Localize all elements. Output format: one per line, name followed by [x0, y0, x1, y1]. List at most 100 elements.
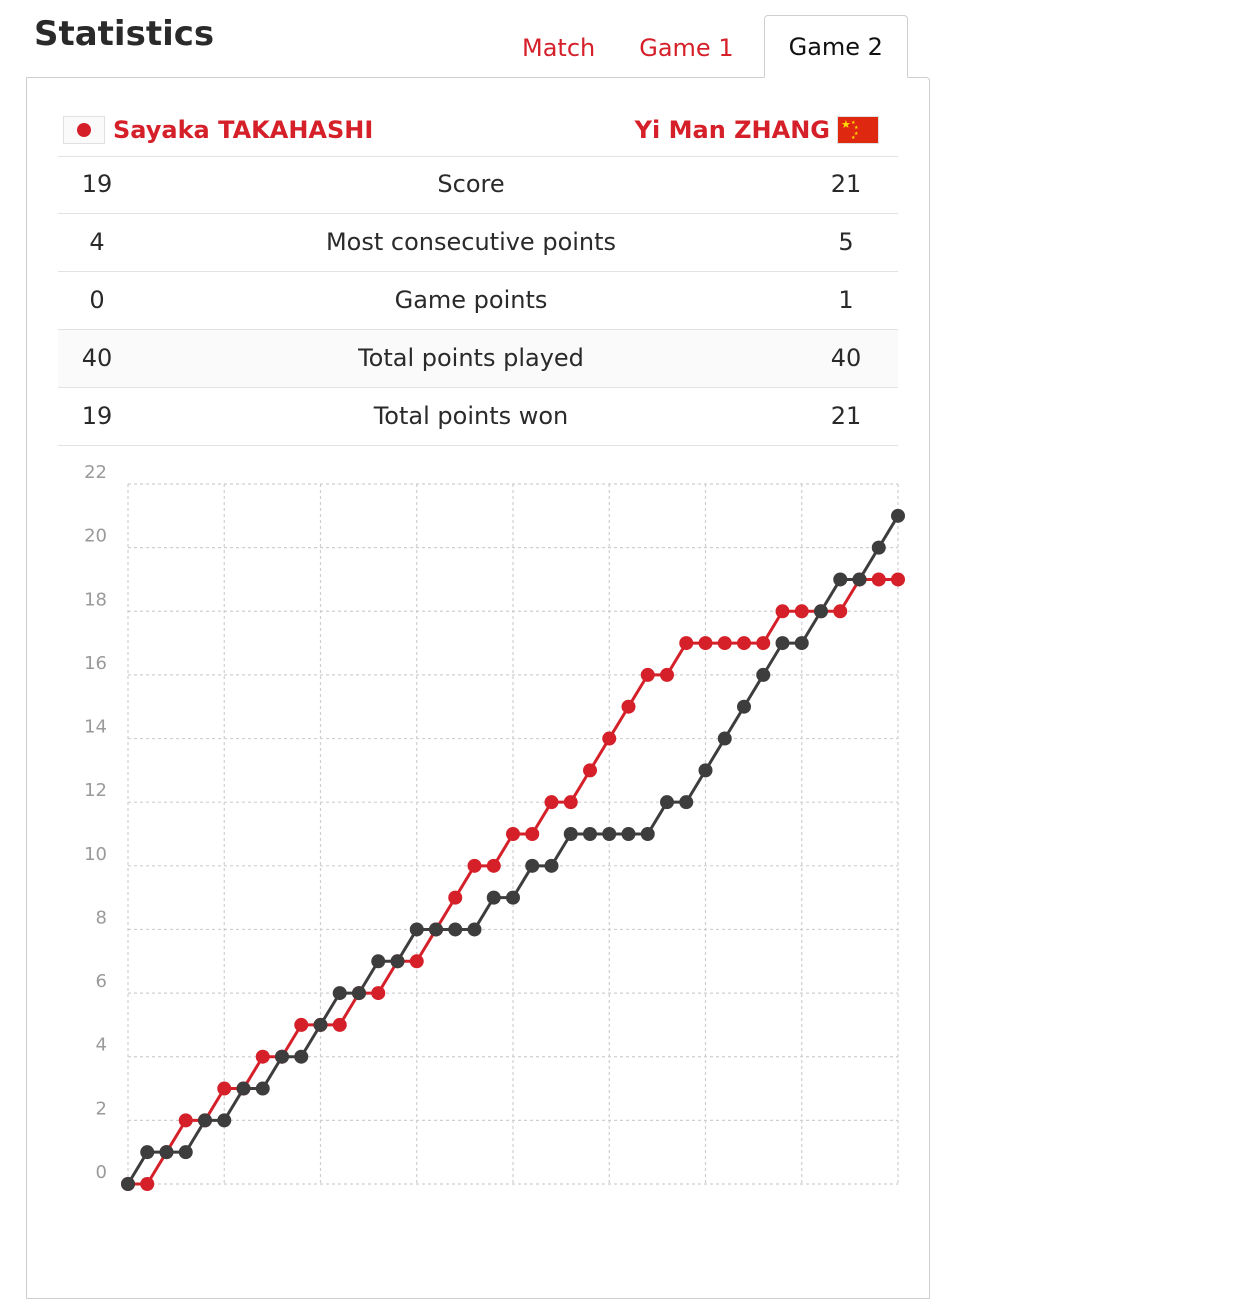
data-point [371, 954, 386, 969]
y-tick-label: 20 [84, 526, 107, 547]
data-point [621, 699, 636, 714]
data-point [563, 827, 578, 841]
data-point [409, 954, 424, 969]
data-point [217, 1113, 232, 1128]
stats-table: 19 Score 21 4 Most consecutive points 5 … [58, 156, 898, 446]
page-title: Statistics [34, 14, 215, 54]
data-point [352, 986, 366, 1001]
japan-flag-icon [64, 117, 104, 143]
data-point [814, 604, 828, 619]
data-point [178, 1145, 193, 1160]
data-point [737, 699, 751, 714]
data-point [544, 795, 559, 810]
data-point [371, 986, 386, 1001]
data-point [178, 1113, 193, 1128]
data-point [833, 604, 848, 619]
data-point [737, 636, 751, 651]
y-tick-label: 18 [84, 589, 107, 610]
y-tick-label: 10 [84, 844, 107, 865]
data-point [852, 572, 867, 587]
stat-left-value: 4 [89, 228, 105, 256]
stat-row-score: 19 Score 21 [58, 156, 898, 214]
data-point [621, 827, 636, 841]
data-point [409, 922, 424, 937]
stat-right-value: 40 [830, 344, 862, 372]
data-point [891, 572, 905, 587]
data-point [563, 795, 578, 810]
data-point [140, 1145, 155, 1160]
data-point [467, 922, 482, 937]
data-point [332, 1017, 347, 1032]
data-point [198, 1113, 212, 1128]
data-point [140, 1177, 155, 1191]
stat-left-value: 0 [89, 286, 105, 314]
statistics-panel [26, 77, 930, 1299]
data-point [794, 636, 809, 651]
data-point [602, 731, 617, 746]
tab-game-1[interactable]: Game 1 [639, 34, 734, 62]
stat-label: Total points won [373, 402, 569, 430]
y-tick-label: 22 [84, 462, 107, 483]
data-point [390, 954, 405, 969]
player-left[interactable]: Sayaka TAKAHASHI [64, 116, 373, 144]
data-point [525, 827, 540, 841]
y-tick-label: 14 [84, 717, 107, 738]
stat-right-value: 21 [830, 402, 862, 430]
data-point [583, 763, 597, 778]
data-point [891, 508, 905, 523]
stat-right-value: 5 [838, 228, 854, 256]
data-point [332, 986, 347, 1001]
stat-label: Most consecutive points [325, 228, 617, 256]
data-point [275, 1049, 289, 1064]
stat-label: Game points [394, 286, 548, 314]
data-point [640, 827, 655, 841]
stat-right-value: 21 [830, 170, 862, 198]
stat-row-game-points: 0 Game points 1 [58, 272, 898, 330]
stat-row-most-consecutive: 4 Most consecutive points 5 [58, 214, 898, 272]
china-flag-icon: ★ ★ ★ ★ ★ [838, 117, 878, 143]
data-point [640, 667, 655, 682]
data-point [448, 922, 463, 937]
y-tick-label: 8 [96, 907, 107, 928]
data-point [429, 922, 443, 937]
stat-left-value: 40 [81, 344, 113, 372]
y-tick-label: 0 [96, 1162, 107, 1183]
data-point [871, 540, 886, 555]
data-point [583, 827, 597, 841]
data-point [217, 1081, 232, 1096]
player-right[interactable]: Yi Man ZHANG ★ ★ ★ ★ ★ [635, 116, 878, 144]
player-left-name: Sayaka TAKAHASHI [113, 116, 374, 144]
stat-right-value: 1 [838, 286, 854, 314]
data-point [255, 1081, 270, 1096]
stat-left-value: 19 [81, 170, 113, 198]
data-point [121, 1177, 135, 1191]
stat-row-total-played: 40 Total points played 40 [58, 330, 898, 388]
data-point [717, 731, 732, 746]
data-point [467, 858, 482, 873]
data-point [717, 636, 732, 651]
data-point [159, 1145, 174, 1160]
data-point [294, 1017, 309, 1032]
data-point [660, 667, 674, 682]
player-right-name: Yi Man ZHANG [634, 116, 830, 144]
y-tick-label: 2 [96, 1098, 107, 1119]
data-point [506, 890, 520, 905]
data-point [871, 572, 886, 587]
data-point [775, 636, 790, 651]
stat-row-total-won: 19 Total points won 21 [58, 388, 898, 446]
players-header: Sayaka TAKAHASHI Yi Man ZHANG ★ ★ ★ ★ ★ [58, 104, 898, 157]
data-point [236, 1081, 251, 1096]
data-point [833, 572, 848, 587]
stat-label: Score [437, 170, 505, 198]
data-point [486, 890, 501, 905]
data-point [794, 604, 809, 619]
data-point [294, 1049, 309, 1064]
data-point [525, 858, 540, 873]
data-point [486, 858, 501, 873]
y-tick-label: 12 [84, 780, 107, 801]
data-point [698, 763, 713, 778]
tab-game-2[interactable]: Game 2 [763, 15, 908, 78]
tab-match[interactable]: Match [522, 34, 596, 62]
y-tick-label: 4 [96, 1035, 107, 1056]
